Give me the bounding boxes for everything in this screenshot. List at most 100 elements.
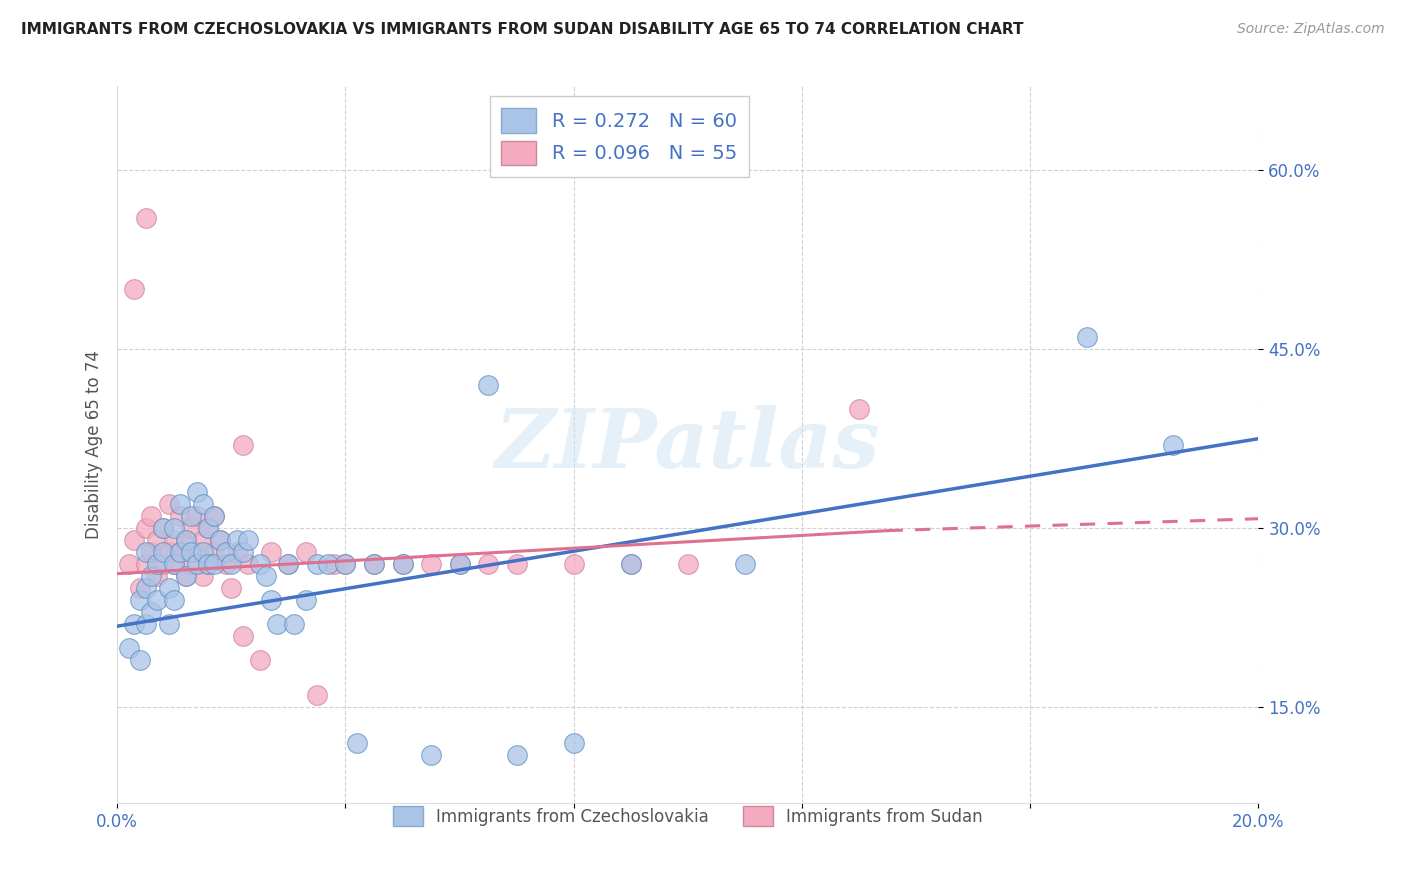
Point: [477, 557, 499, 571]
Point: [174, 569, 197, 583]
Point: [221, 557, 243, 571]
Point: [254, 569, 277, 583]
Point: [169, 545, 191, 559]
Point: [169, 545, 191, 559]
Point: [146, 557, 169, 571]
Point: [449, 557, 471, 571]
Point: [129, 593, 152, 607]
Point: [214, 557, 236, 571]
Point: [135, 557, 157, 571]
Point: [163, 521, 186, 535]
Point: [335, 557, 357, 571]
Point: [124, 282, 146, 296]
Point: [135, 521, 157, 535]
Point: [232, 629, 254, 643]
Point: [157, 581, 180, 595]
Point: [180, 545, 202, 559]
Point: [152, 521, 174, 535]
Point: [135, 581, 157, 595]
Point: [191, 533, 214, 548]
Point: [202, 509, 225, 524]
Point: [323, 557, 346, 571]
Point: [420, 748, 443, 763]
Point: [277, 557, 299, 571]
Point: [562, 557, 585, 571]
Point: [226, 533, 249, 548]
Point: [202, 509, 225, 524]
Point: [141, 545, 163, 559]
Legend: Immigrants from Czechoslovakia, Immigrants from Sudan: Immigrants from Czechoslovakia, Immigran…: [385, 798, 991, 834]
Point: [620, 557, 643, 571]
Point: [221, 581, 243, 595]
Point: [277, 557, 299, 571]
Point: [163, 557, 186, 571]
Point: [676, 557, 699, 571]
Point: [505, 748, 527, 763]
Point: [420, 557, 443, 571]
Point: [620, 557, 643, 571]
Point: [146, 569, 169, 583]
Point: [124, 616, 146, 631]
Point: [734, 557, 756, 571]
Point: [266, 616, 288, 631]
Point: [260, 593, 283, 607]
Point: [157, 497, 180, 511]
Point: [477, 378, 499, 392]
Point: [238, 557, 260, 571]
Point: [202, 545, 225, 559]
Point: [152, 545, 174, 559]
Point: [391, 557, 413, 571]
Point: [197, 521, 219, 535]
Point: [180, 557, 202, 571]
Point: [305, 557, 328, 571]
Point: [191, 569, 214, 583]
Point: [346, 736, 368, 750]
Point: [1076, 330, 1098, 344]
Point: [163, 533, 186, 548]
Point: [174, 533, 197, 548]
Point: [180, 509, 202, 524]
Point: [146, 533, 169, 548]
Point: [505, 557, 527, 571]
Point: [1161, 437, 1184, 451]
Point: [238, 533, 260, 548]
Point: [249, 557, 271, 571]
Point: [208, 533, 231, 548]
Point: [294, 593, 316, 607]
Point: [191, 497, 214, 511]
Point: [163, 593, 186, 607]
Y-axis label: Disability Age 65 to 74: Disability Age 65 to 74: [86, 351, 103, 539]
Point: [169, 509, 191, 524]
Point: [129, 653, 152, 667]
Point: [232, 437, 254, 451]
Point: [363, 557, 385, 571]
Text: ZIPatlas: ZIPatlas: [495, 405, 880, 484]
Point: [186, 557, 208, 571]
Point: [335, 557, 357, 571]
Point: [163, 557, 186, 571]
Point: [197, 521, 219, 535]
Point: [191, 545, 214, 559]
Point: [283, 616, 305, 631]
Point: [197, 557, 219, 571]
Point: [129, 581, 152, 595]
Point: [152, 557, 174, 571]
Point: [157, 616, 180, 631]
Point: [174, 569, 197, 583]
Point: [135, 211, 157, 225]
Point: [214, 545, 236, 559]
Point: [202, 557, 225, 571]
Point: [391, 557, 413, 571]
Point: [562, 736, 585, 750]
Point: [449, 557, 471, 571]
Point: [848, 401, 870, 416]
Point: [249, 653, 271, 667]
Point: [117, 640, 139, 655]
Point: [135, 616, 157, 631]
Point: [152, 521, 174, 535]
Point: [260, 545, 283, 559]
Point: [157, 545, 180, 559]
Point: [186, 545, 208, 559]
Point: [180, 521, 202, 535]
Point: [363, 557, 385, 571]
